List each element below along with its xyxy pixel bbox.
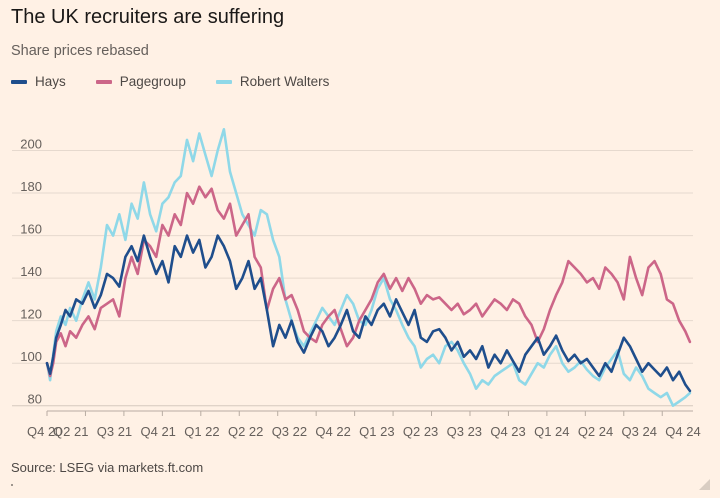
y-tick-label: 120 [20, 307, 42, 322]
x-tick-label: Q4 22 [315, 424, 350, 439]
series-line-pagegroup [45, 185, 692, 378]
x-tick-label: Q3 21 [97, 424, 132, 439]
y-tick-label: 80 [28, 392, 42, 407]
legend-swatch-robert-walters [215, 79, 232, 84]
legend-label-pagegroup: Pagegroup [119, 74, 186, 89]
legend-item-robert-walters: Robert Walters [215, 74, 330, 89]
x-tick-label: Q2 22 [228, 424, 263, 439]
x-tick-label: Q3 24 [622, 424, 657, 439]
x-tick-label: Q2 24 [578, 424, 613, 439]
x-tick-label: Q4 23 [490, 424, 525, 439]
series-line-hays [45, 234, 692, 393]
legend: Hays Pagegroup Robert Walters [11, 74, 359, 89]
x-tick-label: Q4 24 [665, 424, 700, 439]
y-tick-label: 180 [20, 179, 42, 194]
source-note: Source: LSEG via markets.ft.com [11, 460, 204, 475]
x-tick-label: Q1 23 [359, 424, 394, 439]
x-tick-label: Q4 21 [140, 424, 175, 439]
y-tick-label: 200 [20, 137, 42, 152]
legend-label-hays: Hays [35, 74, 66, 89]
series-lines [45, 128, 692, 407]
chart-subtitle: Share prices rebased [11, 43, 149, 59]
y-tick-label: 140 [20, 264, 42, 279]
x-tick-label: Q1 22 [184, 424, 219, 439]
y-tick-label: 100 [20, 349, 42, 364]
x-tick-label: Q1 24 [534, 424, 569, 439]
legend-swatch-pagegroup [95, 79, 112, 84]
x-tick-label: Q3 23 [447, 424, 482, 439]
chart-title: The UK recruiters are suffering [11, 6, 285, 28]
x-tick-label: Q4 20 [27, 424, 62, 439]
legend-item-hays: Hays [11, 74, 66, 89]
x-tick-label: Q3 22 [272, 424, 307, 439]
legend-item-pagegroup: Pagegroup [95, 74, 186, 89]
x-tick-label: Q2 23 [403, 424, 438, 439]
corner-mark [699, 479, 710, 490]
legend-swatch-hays [11, 79, 27, 84]
legend-label-robert-walters: Robert Walters [239, 74, 330, 89]
x-tick-label: Q2 21 [53, 424, 88, 439]
y-axis-tick-labels: 80 100 120 140 160 180 200 [20, 137, 42, 407]
footer-dot [11, 484, 13, 486]
y-tick-label: 160 [20, 222, 42, 237]
series-line-robert-walters [45, 128, 692, 407]
